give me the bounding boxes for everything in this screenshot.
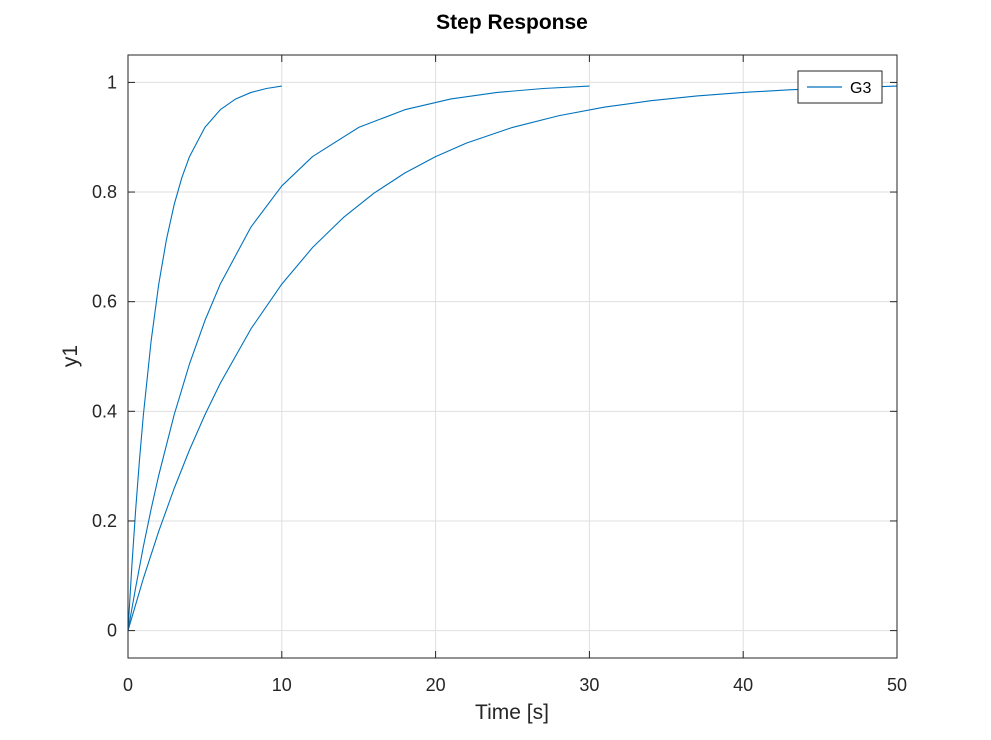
y-tick-label: 0.4 bbox=[92, 401, 117, 421]
series-line-2 bbox=[127, 85, 590, 631]
grid bbox=[128, 55, 897, 658]
y-tick-label: 0.2 bbox=[92, 511, 117, 531]
x-tick-label: 40 bbox=[733, 675, 753, 695]
y-tick-label: 1 bbox=[107, 72, 117, 92]
series-line-1 bbox=[127, 85, 282, 631]
ticks: 0 10 20 30 40 50 0 0.2 0.4 0.6 0.8 1 bbox=[92, 55, 907, 695]
x-axis-label: Time [s] bbox=[475, 701, 549, 724]
chart-title: Step Response bbox=[436, 11, 588, 34]
y-tick-label: 0 bbox=[107, 621, 117, 641]
x-tick-label: 0 bbox=[123, 675, 133, 695]
data-lines bbox=[127, 85, 898, 631]
plot-area bbox=[128, 55, 897, 658]
legend: G3 bbox=[797, 70, 883, 104]
x-tick-label: 50 bbox=[887, 675, 907, 695]
series-line-3 bbox=[127, 85, 898, 631]
y-axis-label: y1 bbox=[59, 345, 82, 367]
legend-label-g3: G3 bbox=[850, 80, 871, 97]
y-tick-label: 0.8 bbox=[92, 182, 117, 202]
x-tick-label: 30 bbox=[579, 675, 599, 695]
x-tick-label: 10 bbox=[272, 675, 292, 695]
y-tick-label: 0.6 bbox=[92, 292, 117, 312]
axes-box bbox=[127, 54, 898, 659]
x-tick-label: 20 bbox=[426, 675, 446, 695]
